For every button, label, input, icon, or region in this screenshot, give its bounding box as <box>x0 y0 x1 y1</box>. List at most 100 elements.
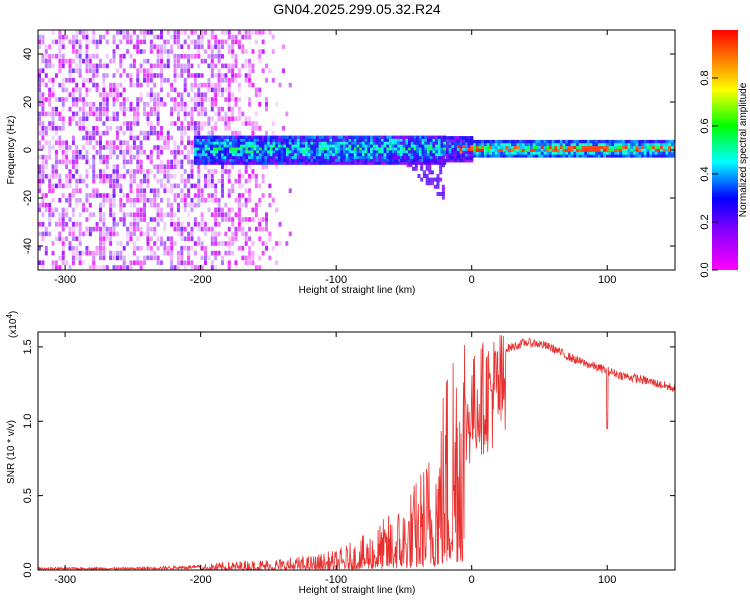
heatmap-cell <box>459 138 463 143</box>
heatmap-cell <box>234 147 238 151</box>
heatmap-cell <box>505 145 509 149</box>
heatmap-cell <box>92 250 96 256</box>
heatmap-cell <box>122 174 126 179</box>
heatmap-cell <box>473 148 477 152</box>
heatmap-cell <box>153 231 157 237</box>
heatmap-cell <box>237 87 241 93</box>
heatmap-cell <box>654 142 658 147</box>
heatmap-cell <box>224 164 228 169</box>
heatmap-cell <box>187 68 191 73</box>
heatmap-cell <box>231 44 235 49</box>
heatmap-cell <box>271 78 275 83</box>
heatmap-cell <box>58 82 62 88</box>
heatmap-cell <box>261 152 265 157</box>
heatmap-cell <box>190 169 194 174</box>
heatmap-cell <box>418 141 422 145</box>
heatmap-cell <box>616 148 620 152</box>
heatmap-cell <box>630 151 634 155</box>
heatmap-cell <box>159 207 163 213</box>
heatmap-cell <box>380 138 384 142</box>
heatmap-cell <box>75 102 79 107</box>
heatmap-cell <box>159 212 163 217</box>
heatmap-cell <box>204 174 208 179</box>
heatmap-cell <box>156 164 160 169</box>
heatmap-cell <box>166 49 170 54</box>
heatmap-cell <box>611 151 615 155</box>
heatmap-cell <box>302 158 306 162</box>
heatmap-cell <box>149 78 153 83</box>
heatmap-cell <box>296 138 300 142</box>
heatmap-cell <box>478 151 482 155</box>
heatmap-cell <box>214 82 218 88</box>
heatmap-cell <box>75 30 79 35</box>
heatmap-cell <box>139 188 143 193</box>
heatmap-cell <box>68 73 72 78</box>
heatmap-cell <box>548 139 552 144</box>
heatmap-cell <box>408 158 412 162</box>
heatmap-cell <box>619 139 623 144</box>
heatmap-cell <box>244 260 248 265</box>
heatmap-cell <box>98 140 102 145</box>
heatmap-cell <box>212 144 216 148</box>
heatmap-cell <box>136 169 140 174</box>
heatmap-cell <box>112 255 116 261</box>
heatmap-cell <box>159 135 163 141</box>
heatmap-cell <box>51 82 55 88</box>
heatmap-cell <box>173 97 177 102</box>
heatmap-cell <box>269 155 273 160</box>
heatmap-cell <box>492 151 496 155</box>
heatmap-cell <box>166 246 170 251</box>
heatmap-cell <box>61 236 65 241</box>
heatmap-cell <box>527 151 531 155</box>
heatmap-cell <box>592 145 596 149</box>
heatmap-cell <box>245 141 249 145</box>
heatmap-cell <box>326 144 330 148</box>
heatmap-cell <box>578 148 582 152</box>
heatmap-cell <box>105 73 109 78</box>
heatmap-cell <box>364 152 368 157</box>
heatmap-cell <box>567 142 571 147</box>
heatmap-cell <box>261 250 265 256</box>
heatmap-cell <box>313 150 317 154</box>
heatmap-cell <box>657 151 661 155</box>
heatmap-cell <box>170 212 174 217</box>
heatmap-cell <box>119 102 123 107</box>
heatmap-cell <box>143 169 147 174</box>
heatmap-cell <box>408 138 412 142</box>
heatmap-cell <box>296 161 300 165</box>
heatmap-cell <box>351 158 355 162</box>
heatmap-cell <box>180 73 184 78</box>
heatmap-cell <box>210 231 214 237</box>
heatmap-cell <box>307 158 311 162</box>
heatmap-cell <box>61 58 65 64</box>
heatmap-cell <box>286 141 290 145</box>
chart-title: GN04.2025.299.05.32.R24 <box>273 1 441 17</box>
heatmap-cell <box>425 159 429 164</box>
heatmap-cell <box>220 116 224 121</box>
heatmap-cell <box>105 97 109 102</box>
heatmap-cell <box>204 158 208 162</box>
heatmap-cell <box>439 170 443 175</box>
heatmap-cell <box>41 145 45 150</box>
heatmap-cell <box>231 250 235 256</box>
heatmap-cell <box>153 82 157 88</box>
heatmap-cell <box>256 147 260 151</box>
heatmap-cell <box>180 255 184 261</box>
heatmap-cell <box>258 158 262 162</box>
heatmap-cell <box>383 150 387 154</box>
heatmap-cell <box>217 178 221 184</box>
heatmap-cell <box>82 82 86 88</box>
heatmap-cell <box>410 147 414 151</box>
heatmap-cell <box>159 164 163 169</box>
heatmap-cell <box>337 150 341 154</box>
heatmap-cell <box>217 222 221 227</box>
heatmap-cell <box>170 121 174 126</box>
y-tick-label: 1.5 <box>22 339 34 354</box>
heatmap-cell <box>68 169 72 174</box>
heatmap-cell <box>224 63 228 69</box>
heatmap-cell <box>38 78 41 83</box>
heatmap-cell <box>651 142 655 147</box>
heatmap-cell <box>439 159 443 164</box>
heatmap-cell <box>105 164 109 169</box>
heatmap-cell <box>38 231 41 237</box>
